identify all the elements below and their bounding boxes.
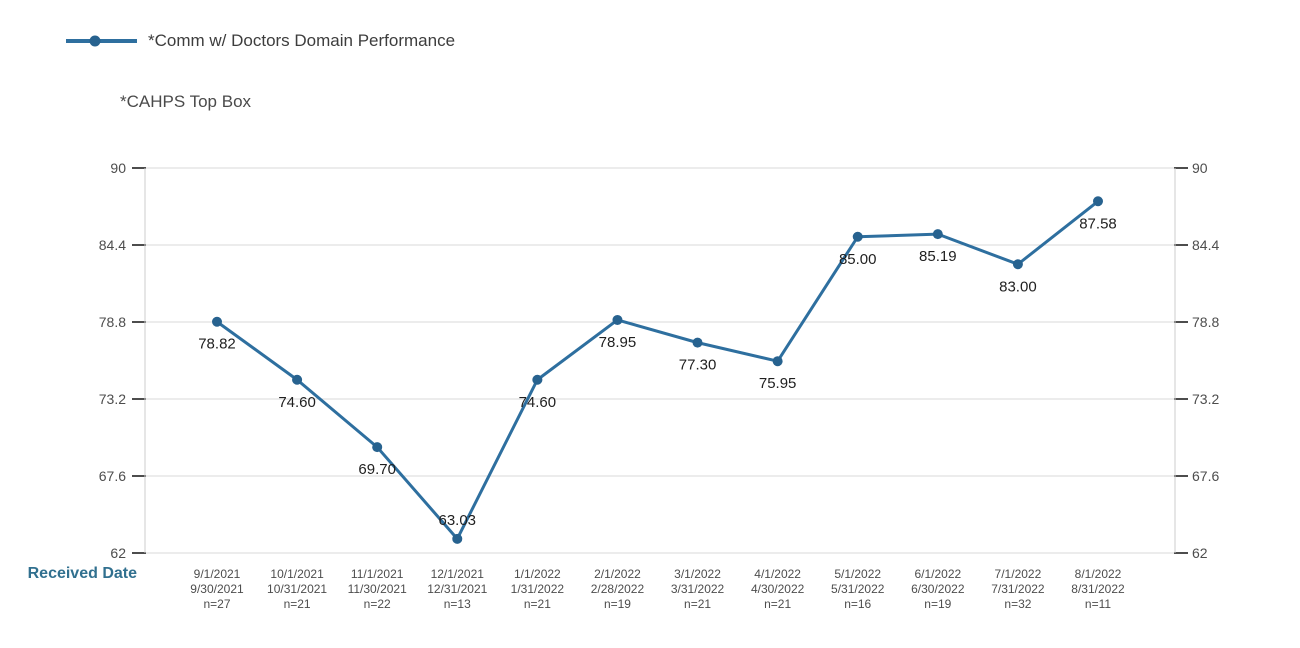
- x-tick-label: 11/1/2021 11/30/2021 n=22: [348, 567, 407, 611]
- chart-title: *CAHPS Top Box: [120, 92, 252, 111]
- x-tick-label: 5/1/2022 5/31/2022 n=16: [831, 567, 885, 611]
- x-tick-label: 10/1/2021 10/31/2021 n=21: [267, 567, 327, 611]
- data-point[interactable]: [852, 231, 863, 242]
- data-point-label: 87.58: [1079, 215, 1117, 232]
- y-tick-label-left: 73.2: [99, 391, 126, 407]
- x-tick-label: 2/1/2022 2/28/2022 n=19: [591, 567, 645, 611]
- y-tick-label-right: 67.6: [1192, 468, 1219, 484]
- data-point-label: 78.82: [198, 336, 236, 353]
- x-tick-label: 9/1/2021 9/30/2021 n=27: [190, 567, 244, 611]
- x-tick-label: 7/1/2022 7/31/2022 n=32: [991, 567, 1045, 611]
- data-point-label: 63.03: [438, 512, 476, 529]
- data-point[interactable]: [532, 374, 543, 385]
- y-tick-label-right: 90: [1192, 160, 1208, 176]
- data-point-label: 85.00: [839, 251, 877, 268]
- data-point-label: 74.60: [519, 394, 557, 411]
- x-tick-label: 4/1/2022 4/30/2022 n=21: [751, 567, 805, 611]
- legend-line-marker-icon: [66, 35, 137, 47]
- series-line: [215, 199, 1100, 541]
- y-tick-label-right: 78.8: [1192, 314, 1219, 330]
- x-tick-label: 6/1/2022 6/30/2022 n=19: [911, 567, 965, 611]
- x-tick-label: 8/1/2022 8/31/2022 n=11: [1071, 567, 1125, 611]
- x-tick-label: 3/1/2022 3/31/2022 n=21: [671, 567, 725, 611]
- y-tick-label-left: 67.6: [99, 468, 126, 484]
- y-tick-label-left: 62: [110, 545, 126, 561]
- data-point[interactable]: [1012, 259, 1023, 270]
- data-point[interactable]: [292, 374, 303, 385]
- y-tick-label-right: 62: [1192, 545, 1208, 561]
- data-point[interactable]: [452, 533, 463, 544]
- data-point-label: 74.60: [278, 394, 316, 411]
- data-point-label: 75.95: [759, 375, 797, 392]
- data-point[interactable]: [932, 229, 943, 240]
- y-tick-label-left: 90: [110, 160, 126, 176]
- data-point[interactable]: [772, 356, 783, 367]
- data-point-label: 85.19: [919, 248, 957, 265]
- chart-legend: *Comm w/ Doctors Domain Performance: [65, 31, 455, 51]
- data-point-label: 78.95: [599, 334, 637, 351]
- y-tick-label-right: 73.2: [1192, 391, 1219, 407]
- y-tick-label-left: 84.4: [99, 237, 126, 253]
- x-tick-label: 1/1/2022 1/31/2022 n=21: [511, 567, 565, 611]
- data-point[interactable]: [212, 316, 222, 327]
- data-point[interactable]: [692, 337, 703, 348]
- data-point-label: 77.30: [679, 357, 717, 374]
- legend-series-label: *Comm w/ Doctors Domain Performance: [148, 31, 456, 50]
- data-point[interactable]: [612, 314, 623, 325]
- data-point[interactable]: [1093, 196, 1103, 207]
- x-tick-label: 12/1/2021 12/31/2021 n=13: [427, 567, 487, 611]
- y-tick-label-left: 78.8: [99, 314, 126, 330]
- data-point-label: 69.70: [358, 461, 396, 478]
- x-axis-title: Received Date: [27, 565, 137, 582]
- data-point[interactable]: [372, 442, 383, 453]
- data-point-label: 83.00: [999, 278, 1037, 295]
- y-tick-label-right: 84.4: [1192, 237, 1219, 253]
